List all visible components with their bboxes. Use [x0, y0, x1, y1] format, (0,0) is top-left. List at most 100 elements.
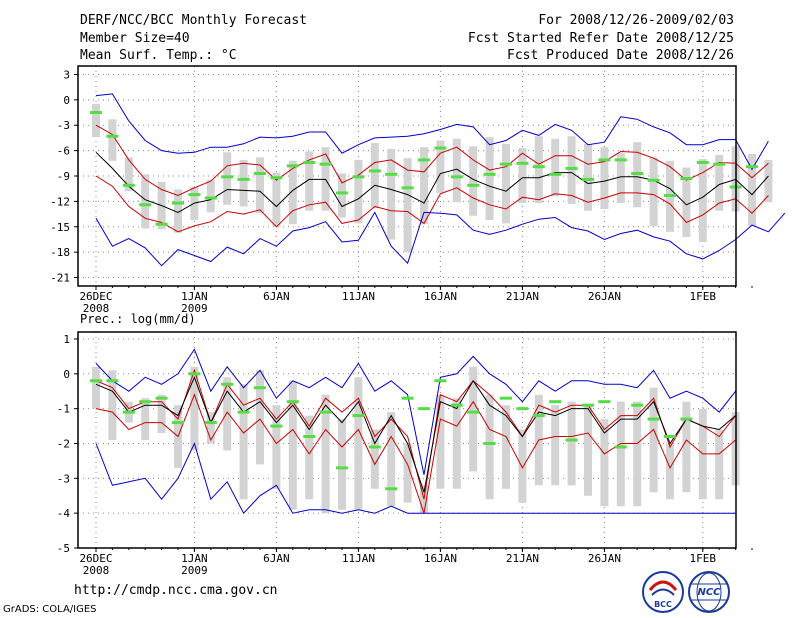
precip-spread-box: [288, 380, 297, 510]
precip-xtick-year: 2009: [181, 564, 208, 577]
temp-marker: [336, 191, 348, 195]
temp-frame: [77, 65, 737, 287]
precip-spread-box: [452, 398, 461, 489]
temp-marker: [221, 175, 234, 179]
temp-spread-box: [420, 147, 428, 225]
source-url[interactable]: http://cmdp.ncc.cma.gov.cn: [74, 583, 278, 598]
bcc-logo: BCC: [642, 571, 684, 613]
precip-marker: [303, 435, 316, 439]
precip-xtick-label: 21JAN: [506, 552, 539, 565]
variable-label: Mean Surf. Temp.: °C: [80, 48, 237, 63]
temp-marker: [450, 175, 463, 179]
precip-marker: [418, 407, 430, 411]
precip-ytick-label: -4: [57, 507, 71, 520]
temp-marker: [500, 162, 512, 166]
temp-marker: [614, 158, 627, 162]
precip-ytick-label: -3: [57, 472, 70, 485]
temp-marker: [598, 158, 611, 162]
precip-spread-box: [600, 419, 609, 507]
precip-ytick-label: 1: [63, 333, 70, 346]
precip-spread-box: [436, 394, 445, 489]
grads-credit: GrADS: COLA/IGES: [3, 604, 97, 615]
precip-marker: [598, 400, 611, 404]
precip-xtick-label: 6JAN: [263, 552, 290, 565]
temp-spread-box: [584, 143, 592, 211]
precip-series-p25: [95, 393, 736, 514]
precip-spread-box: [370, 429, 379, 489]
temp-marker: [155, 222, 168, 226]
precip-marker: [106, 379, 119, 383]
temp-spread-box: [534, 136, 543, 204]
temp-spread-box: [354, 159, 363, 224]
precip-marker: [500, 396, 512, 400]
precip-marker: [139, 400, 152, 404]
temp-marker: [549, 172, 562, 176]
precip-ytick-label: -5: [57, 542, 70, 555]
temp-spread-box: [223, 152, 232, 205]
temp-marker: [204, 196, 217, 200]
temp-spread-box: [551, 138, 560, 197]
temp-xtick-label: 1FEB: [690, 290, 717, 303]
temp-xtick-label: 26DEC: [79, 290, 112, 303]
precip-marker: [221, 382, 234, 386]
precip-ytick-label: -1: [57, 403, 70, 416]
temp-xtick-label: 6JAN: [263, 290, 290, 303]
temp-series-p25: [95, 175, 769, 233]
temp-marker: [270, 176, 283, 180]
temp-marker: [303, 160, 316, 164]
precip-spread-box: [551, 405, 560, 486]
precip-marker: [385, 487, 398, 491]
temp-xtick-year: 2009: [181, 302, 208, 315]
temp-spread-box: [370, 143, 379, 209]
precip-spread-box: [92, 366, 100, 409]
precip-spread-box: [256, 370, 264, 465]
temp-spread-box: [288, 160, 297, 225]
precip-spread-box: [338, 419, 346, 510]
precip-spread-box: [272, 405, 281, 489]
precip-marker: [549, 400, 562, 404]
temp-marker: [664, 193, 676, 197]
temp-spread-box: [272, 172, 281, 227]
precip-marker: [434, 379, 447, 383]
precip-spread-box: [567, 401, 576, 486]
temp-marker: [385, 172, 398, 176]
temp-marker: [237, 177, 250, 181]
precip-marker: [401, 396, 414, 400]
precip-xtick-label: 11JAN: [342, 552, 375, 565]
temp-spread-box: [436, 140, 445, 193]
precip-marker: [172, 421, 184, 425]
temp-marker: [286, 164, 299, 168]
precip-spread-box: [354, 377, 363, 510]
temp-spread-box: [518, 148, 527, 204]
temp-spread-box: [387, 148, 396, 240]
svg-text:NCC: NCC: [697, 587, 721, 598]
precip-spread-box: [518, 429, 527, 503]
precip-spread-box: [666, 443, 674, 500]
temp-spread-box: [748, 154, 756, 226]
svg-text:BCC: BCC: [654, 600, 672, 609]
precip-marker: [368, 445, 381, 449]
precip-marker: [664, 435, 676, 439]
temp-spread-box: [682, 167, 691, 237]
temp-spread-box: [305, 151, 314, 211]
temp-spread-box: [124, 157, 133, 192]
precip-marker: [582, 403, 594, 407]
precip-panel-title: Prec.: log(mm/d): [80, 312, 196, 326]
precip-marker: [336, 466, 348, 470]
temp-spread-box: [108, 119, 117, 161]
ncc-logo: NCC: [688, 571, 730, 613]
precip-spread-box: [108, 370, 117, 440]
precip-marker: [155, 396, 168, 400]
precip-spread-box: [502, 405, 510, 489]
precip-spread-box: [223, 377, 232, 451]
temp-xtick-label: 26JAN: [588, 290, 621, 303]
precip-xtick-label: 1JAN: [181, 552, 208, 565]
temp-ytick-label: -15: [50, 221, 70, 234]
temp-spread-box: [649, 157, 658, 226]
temp-marker: [139, 203, 152, 207]
temp-spread-box: [764, 159, 773, 203]
precip-spread-box: [469, 366, 478, 472]
precip-spread-box: [305, 415, 314, 500]
precip-spread-box: [682, 401, 691, 493]
precip-xtick-year: 2008: [83, 564, 110, 577]
